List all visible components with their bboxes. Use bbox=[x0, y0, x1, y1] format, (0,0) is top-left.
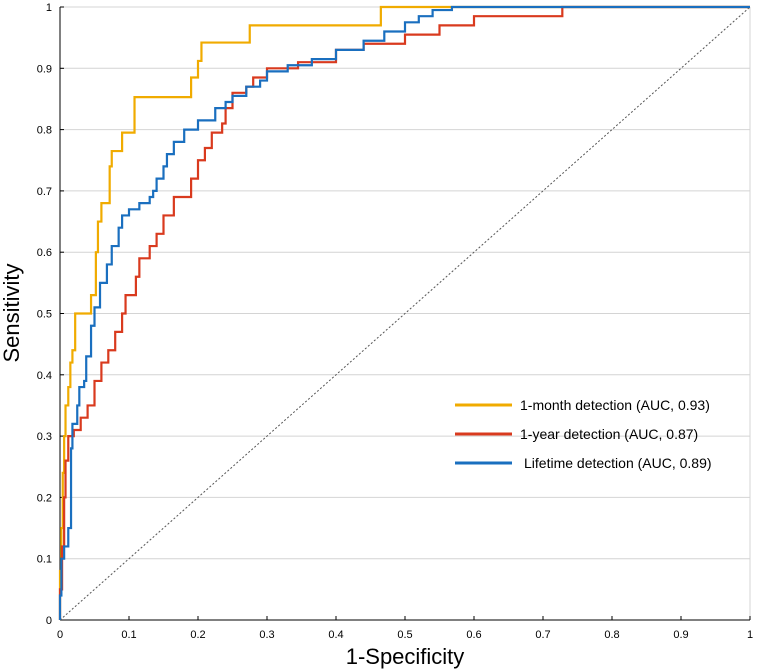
y-tick-labels: 0 0.1 0.2 0.3 0.4 0.5 0.6 0.7 0.8 0.9 1 bbox=[37, 2, 52, 627]
y-tick-label-8: 0.8 bbox=[37, 125, 52, 137]
x-tick-label-4: 0.4 bbox=[328, 629, 343, 641]
chance-line-group bbox=[59, 6, 751, 621]
legend-label-lifetime: Lifetime detection (AUC, 0.89) bbox=[524, 455, 712, 471]
x-tick-label-9: 0.9 bbox=[673, 629, 688, 641]
legend: 1-month detection (AUC, 0.93) 1-year det… bbox=[455, 397, 712, 471]
y-tick-label-10: 1 bbox=[46, 2, 52, 14]
x-tick-label-3: 0.3 bbox=[259, 629, 274, 641]
x-tick-labels: 0 0.1 0.2 0.3 0.4 0.5 0.6 0.7 0.8 0.9 1 bbox=[57, 629, 753, 641]
x-tick-label-8: 0.8 bbox=[604, 629, 619, 641]
y-tick-label-0: 0 bbox=[46, 615, 52, 627]
x-tick-label-5: 0.5 bbox=[397, 629, 412, 641]
roc-curve-lifetime bbox=[58, 5, 750, 620]
x-tick-label-7: 0.7 bbox=[535, 629, 550, 641]
x-axis-title: 1-Specificity bbox=[346, 644, 465, 669]
x-tick-label-0: 0 bbox=[57, 629, 63, 641]
y-tick-label-3: 0.3 bbox=[37, 431, 52, 443]
y-tick-label-4: 0.4 bbox=[37, 370, 52, 382]
x-tick-label-1: 0.1 bbox=[121, 629, 136, 641]
legend-label-1-year: 1-year detection (AUC, 0.87) bbox=[520, 426, 698, 442]
y-axis-title: Sensitivity bbox=[0, 263, 24, 362]
y-tick-label-5: 0.5 bbox=[37, 309, 52, 321]
y-tick-label-9: 0.9 bbox=[37, 63, 52, 75]
x-tick-label-2: 0.2 bbox=[190, 629, 205, 641]
y-tick-label-1: 0.1 bbox=[37, 554, 52, 566]
chance-diagonal-line bbox=[59, 6, 751, 621]
roc-curves bbox=[58, 5, 750, 620]
x-tick-label-10: 1 bbox=[747, 629, 753, 641]
y-tick-label-7: 0.7 bbox=[37, 186, 52, 198]
legend-label-1-month: 1-month detection (AUC, 0.93) bbox=[520, 397, 710, 413]
roc-curve-1-month bbox=[58, 5, 750, 620]
x-tick-label-6: 0.6 bbox=[466, 629, 481, 641]
y-tick-label-6: 0.6 bbox=[37, 247, 52, 259]
y-tick-label-2: 0.2 bbox=[37, 492, 52, 504]
roc-curve-1-year bbox=[58, 5, 750, 620]
